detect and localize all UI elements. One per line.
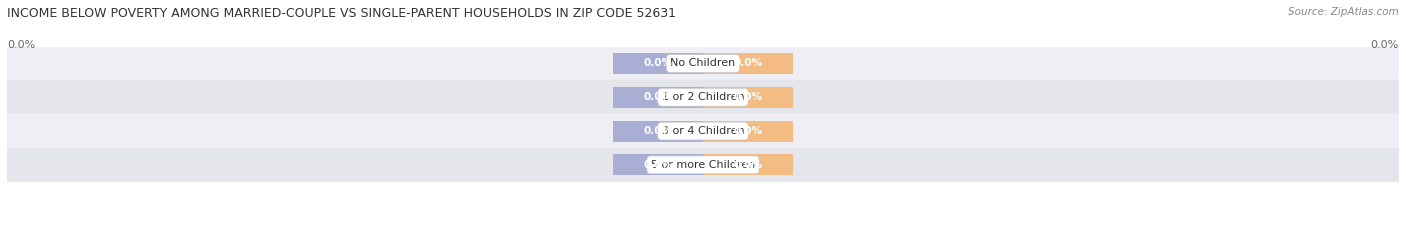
Text: 0.0%: 0.0% (1371, 40, 1399, 50)
Bar (613, 121, 703, 141)
Bar (7, 47, 1399, 80)
Text: 0.0%: 0.0% (734, 160, 762, 170)
Text: No Children: No Children (671, 58, 735, 69)
Bar (7, 114, 1399, 148)
Bar (703, 154, 793, 175)
Text: 0.0%: 0.0% (734, 58, 762, 69)
Text: Source: ZipAtlas.com: Source: ZipAtlas.com (1288, 7, 1399, 17)
Text: INCOME BELOW POVERTY AMONG MARRIED-COUPLE VS SINGLE-PARENT HOUSEHOLDS IN ZIP COD: INCOME BELOW POVERTY AMONG MARRIED-COUPL… (7, 7, 676, 20)
Text: 3 or 4 Children: 3 or 4 Children (662, 126, 744, 136)
Bar (613, 87, 703, 108)
Text: 1 or 2 Children: 1 or 2 Children (662, 92, 744, 102)
Text: 0.0%: 0.0% (7, 40, 35, 50)
Text: 0.0%: 0.0% (734, 126, 762, 136)
Bar (613, 154, 703, 175)
Text: 5 or more Children: 5 or more Children (651, 160, 755, 170)
Text: 0.0%: 0.0% (734, 92, 762, 102)
Bar (7, 80, 1399, 114)
Bar (703, 121, 793, 141)
Text: 0.0%: 0.0% (644, 58, 672, 69)
Text: 0.0%: 0.0% (644, 160, 672, 170)
Bar (613, 53, 703, 74)
Text: 0.0%: 0.0% (644, 126, 672, 136)
Bar (7, 148, 1399, 182)
Bar (703, 87, 793, 108)
Bar (703, 53, 793, 74)
Text: 0.0%: 0.0% (644, 92, 672, 102)
